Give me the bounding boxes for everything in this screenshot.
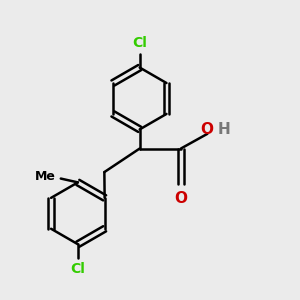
Text: O: O xyxy=(174,191,188,206)
Text: O: O xyxy=(200,122,213,137)
Text: Me: Me xyxy=(35,170,56,183)
Text: Cl: Cl xyxy=(132,36,147,50)
Text: H: H xyxy=(217,122,230,137)
Text: Cl: Cl xyxy=(70,262,85,276)
